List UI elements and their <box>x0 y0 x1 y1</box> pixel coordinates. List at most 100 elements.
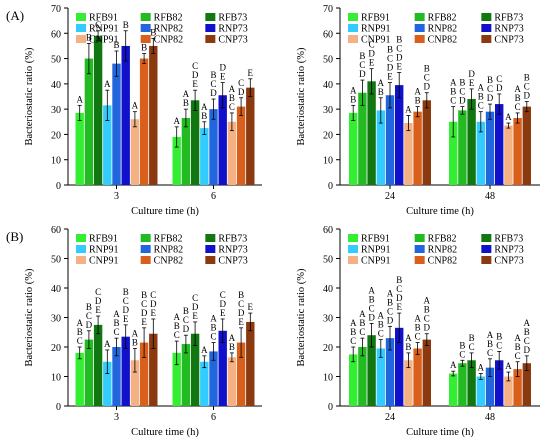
y-tick-label: 50 <box>323 255 333 266</box>
significance-letter: D <box>238 87 245 97</box>
significance-letter: C <box>369 40 375 50</box>
legend-swatch <box>348 35 358 43</box>
bar-rnp91 <box>103 105 112 185</box>
significance-letter: D <box>487 93 494 103</box>
bar-rnp73 <box>395 327 404 406</box>
significance-letter: A <box>524 318 531 328</box>
bar-rfb82 <box>358 347 367 406</box>
significance-letter: A <box>229 84 236 94</box>
y-tick-label: 10 <box>51 156 61 167</box>
significance-letter: C <box>396 43 402 53</box>
legend-label: RNP82 <box>154 245 183 256</box>
significance-letter: A <box>478 83 485 93</box>
legend-label: RFB82 <box>428 13 457 24</box>
significance-letter: B <box>201 111 207 121</box>
x-tick-label: 6 <box>211 191 216 202</box>
significance-letter: D <box>95 296 102 306</box>
significance-letter: C <box>359 327 365 337</box>
bar-rnp82 <box>485 111 495 185</box>
y-tick-label: 20 <box>323 130 333 141</box>
legend-swatch <box>414 245 425 253</box>
legend-swatch <box>140 234 151 242</box>
significance-letter: D <box>359 69 366 79</box>
significance-letter: B <box>238 290 244 300</box>
bar-rnp82 <box>385 338 395 406</box>
legend-label: RNP73 <box>218 245 247 256</box>
chart-top-left: 0 10 20 30 40 50 60 70 Bacteriostatic ratio (%) C… <box>24 4 262 217</box>
significance-letter: B <box>496 331 502 341</box>
y-tick-label: 30 <box>51 105 61 116</box>
significance-letter: C <box>150 290 156 300</box>
legend-swatch <box>481 35 492 43</box>
bar-cnp82 <box>139 58 149 186</box>
significance-letter: C <box>174 330 180 340</box>
legend-label: RFB91 <box>361 13 390 24</box>
legend-swatch <box>414 24 425 32</box>
y-axis-label: Bacteriostatic ratio (%) <box>24 268 35 366</box>
significance-letter: B <box>396 34 402 44</box>
significance-letter: A <box>450 360 457 370</box>
significance-letter: B <box>469 333 475 343</box>
significance-letter: C <box>220 290 226 300</box>
bar-cnp82 <box>139 342 149 406</box>
significance-letter: A <box>132 328 139 338</box>
significance-letter: B <box>183 98 189 108</box>
bar-cnp82 <box>413 111 422 185</box>
significance-letter: B <box>123 287 129 297</box>
bar-rnp82 <box>485 367 495 406</box>
significance-letter: A <box>173 312 180 322</box>
significance-letter: C <box>387 54 393 64</box>
legend-swatch <box>414 13 425 21</box>
bar-cnp91 <box>227 357 237 406</box>
significance-letter: B <box>150 27 156 37</box>
legend-swatch <box>414 256 425 264</box>
significance-letter: A <box>368 285 375 295</box>
bar-rfb73 <box>93 324 103 406</box>
bar-rnp91 <box>376 348 385 406</box>
bar-rfb73 <box>190 333 200 406</box>
significance-letter: A <box>405 333 412 343</box>
legend-swatch <box>140 256 151 264</box>
significance-letter: B <box>405 342 411 352</box>
legend-swatch <box>348 256 358 264</box>
significance-letter: E <box>469 78 475 88</box>
significance-letter: C <box>487 348 493 358</box>
bar-rnp82 <box>209 109 218 185</box>
significance-letter: B <box>113 318 119 328</box>
significance-letter: B <box>450 87 456 97</box>
significance-letter: B <box>141 290 147 300</box>
legend-label: RFB73 <box>494 13 523 24</box>
significance-letter: B <box>515 93 521 103</box>
bar-rnp73 <box>495 104 504 185</box>
significance-letter: E <box>248 68 254 78</box>
y-tick-label: 0 <box>328 181 333 192</box>
legend-label: CNP91 <box>361 256 390 267</box>
bar-cnp82 <box>236 106 246 185</box>
legend-swatch <box>205 256 216 264</box>
bar-rnp82 <box>209 351 218 406</box>
significance-letter: D <box>387 63 394 73</box>
significance-letter: E <box>123 314 129 324</box>
panel-label-a: (A) <box>6 8 24 23</box>
y-tick-label: 60 <box>51 225 61 236</box>
y-tick-label: 60 <box>323 29 333 40</box>
legend-label: CNP82 <box>428 35 457 46</box>
significance-letter: B <box>487 75 493 85</box>
significance-letter: C <box>450 96 456 106</box>
significance-letter: D <box>459 96 466 106</box>
legend-label: CNP82 <box>154 35 183 46</box>
bar-rnp73 <box>218 330 227 406</box>
bar-cnp91 <box>404 123 413 185</box>
bar-cnp82 <box>513 117 522 185</box>
bar-rfb91 <box>449 373 458 406</box>
legend-swatch <box>205 234 216 242</box>
significance-letter: A <box>424 296 431 306</box>
chart-bottom-right: 0 10 20 30 40 50 60 Bacteriostatic ratio (%) Cul… <box>296 225 540 438</box>
legend-label: CNP82 <box>154 256 183 267</box>
significance-letter: C <box>86 311 92 321</box>
significance-letter: D <box>424 323 431 333</box>
legend-label: RNP91 <box>361 245 390 256</box>
legend-swatch <box>76 13 86 21</box>
bar-rfb82 <box>458 110 467 185</box>
significance-letter: B <box>459 340 465 350</box>
